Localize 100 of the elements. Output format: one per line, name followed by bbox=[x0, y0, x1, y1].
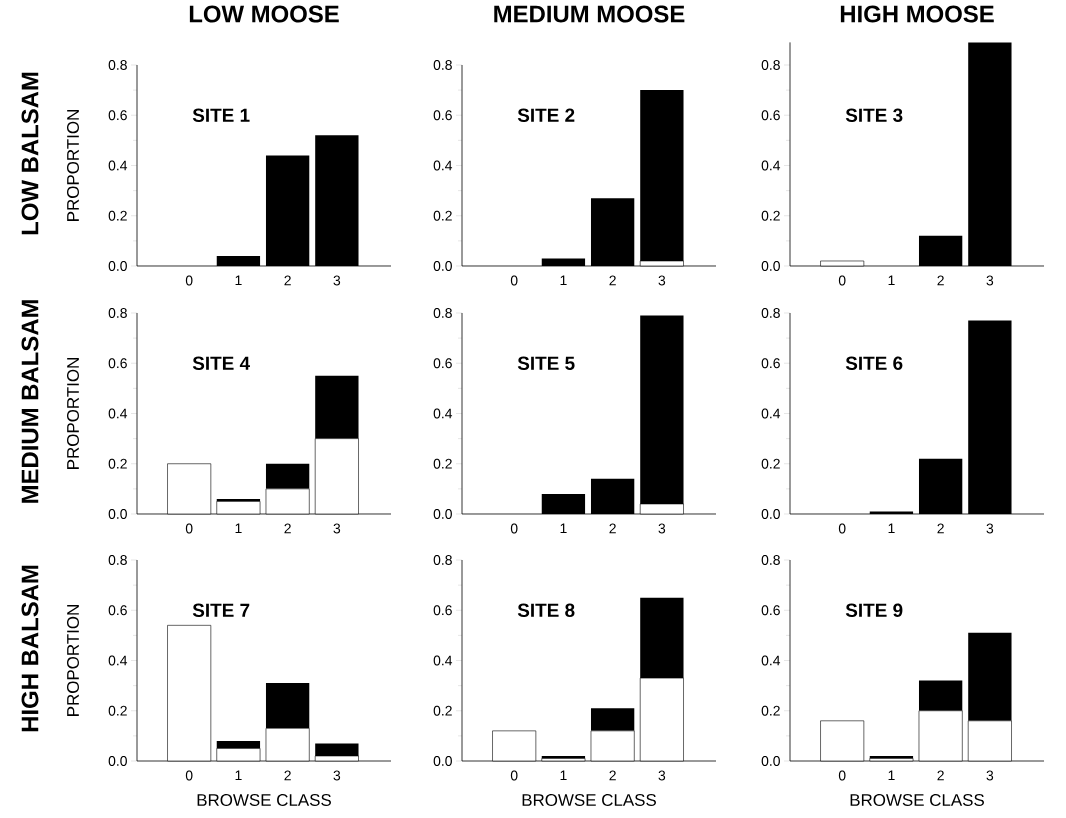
x-tick-label: 2 bbox=[937, 275, 944, 286]
y-tick-label: 0.2 bbox=[433, 705, 452, 716]
y-tick-label: 0.6 bbox=[108, 358, 127, 369]
annotation: SITE 1 bbox=[192, 108, 250, 122]
y-tick-label: 0.2 bbox=[108, 210, 127, 221]
y-tick-label: 0.0 bbox=[433, 261, 452, 271]
y-tick-label: 0.4 bbox=[761, 408, 781, 419]
x-tick-label: 0 bbox=[838, 275, 846, 286]
y-tick-label: 0.4 bbox=[108, 655, 128, 666]
y-tick-label: 0.0 bbox=[108, 756, 127, 766]
y-tick-label: 0.2 bbox=[761, 705, 780, 716]
x-tick-label: 2 bbox=[609, 275, 616, 286]
y-tick-label: 0.8 bbox=[761, 555, 780, 565]
y-tick-label: 0.2 bbox=[433, 458, 452, 469]
x-tick-label: 0 bbox=[510, 275, 518, 286]
y-tick-label: 0.0 bbox=[761, 509, 780, 519]
y-axis-title: PROPORTION bbox=[66, 605, 79, 716]
x-tick-label: 1 bbox=[235, 275, 242, 286]
y-tick-label: 0.2 bbox=[108, 458, 127, 469]
x-tick-label: 2 bbox=[609, 770, 616, 781]
y-tick-label: 0.0 bbox=[108, 261, 127, 271]
y-tick-label: 0.2 bbox=[433, 210, 452, 221]
y-tick-label: 0.8 bbox=[761, 60, 780, 70]
y-tick-label: 0.4 bbox=[433, 160, 453, 171]
x-tick-label: 1 bbox=[235, 523, 242, 534]
y-tick-label: 0.0 bbox=[108, 509, 127, 519]
annotation: SITE 6 bbox=[845, 356, 903, 370]
x-tick-label: 0 bbox=[510, 770, 518, 781]
y-tick-label: 0.8 bbox=[108, 60, 127, 70]
y-tick-label: 0.6 bbox=[761, 358, 780, 369]
x-tick-label: 0 bbox=[510, 523, 518, 534]
y-tick-label: 0.4 bbox=[108, 160, 128, 171]
y-tick-label: 0.8 bbox=[433, 308, 452, 318]
x-tick-label: 3 bbox=[986, 770, 994, 781]
text: MEDIUM BALSAM bbox=[21, 300, 39, 503]
x-tick-label: 0 bbox=[838, 770, 846, 781]
x-axis-title: BROWSE CLASS bbox=[850, 794, 984, 806]
x-tick-label: 2 bbox=[284, 523, 291, 534]
x-tick-label: 0 bbox=[185, 275, 193, 286]
x-tick-label: 1 bbox=[888, 770, 895, 781]
x-tick-label: 2 bbox=[937, 523, 944, 534]
x-tick-label: 1 bbox=[888, 275, 895, 286]
y-tick-label: 0.4 bbox=[433, 408, 453, 419]
x-tick-label: 3 bbox=[986, 523, 994, 534]
y-tick-label: 0.0 bbox=[761, 261, 780, 271]
x-tick-label: 1 bbox=[560, 275, 567, 286]
y-tick-label: 0.4 bbox=[761, 160, 781, 171]
annotation: SITE 4 bbox=[192, 356, 250, 370]
x-tick-label: 2 bbox=[284, 770, 291, 781]
annotation: SITE 9 bbox=[845, 603, 903, 617]
x-tick-label: 3 bbox=[333, 523, 341, 534]
y-tick-label: 0.4 bbox=[761, 655, 781, 666]
x-axis-title: BROWSE CLASS bbox=[197, 794, 331, 806]
x-tick-label: 3 bbox=[658, 275, 666, 286]
y-tick-label: 0.6 bbox=[761, 605, 780, 616]
chart-title: HIGH MOOSE bbox=[840, 5, 994, 23]
y-tick-label: 0.0 bbox=[433, 509, 452, 519]
y-tick-label: 0.6 bbox=[108, 605, 127, 616]
y-tick-label: 0.2 bbox=[761, 458, 780, 469]
x-tick-label: 3 bbox=[658, 770, 666, 781]
y-axis-title: PROPORTION bbox=[66, 358, 79, 469]
y-tick-label: 0.2 bbox=[108, 705, 127, 716]
x-tick-label: 2 bbox=[609, 523, 616, 534]
y-tick-label: 0.8 bbox=[108, 308, 127, 318]
annotation: SITE 7 bbox=[192, 603, 250, 617]
y-tick-label: 0.2 bbox=[761, 210, 780, 221]
text: LOW BALSAM bbox=[21, 72, 39, 235]
x-tick-label: 1 bbox=[560, 523, 567, 534]
y-tick-label: 0.0 bbox=[433, 756, 452, 766]
text: HIGH BALSAM bbox=[21, 565, 39, 732]
y-tick-label: 0.8 bbox=[433, 60, 452, 70]
x-tick-label: 1 bbox=[560, 770, 567, 781]
y-tick-label: 0.8 bbox=[433, 555, 452, 565]
y-axis-title: PROPORTION bbox=[66, 110, 79, 221]
x-tick-label: 0 bbox=[838, 523, 846, 534]
x-tick-label: 3 bbox=[658, 523, 666, 534]
y-tick-label: 0.8 bbox=[108, 555, 127, 565]
x-tick-label: 3 bbox=[333, 770, 341, 781]
annotation: SITE 8 bbox=[517, 603, 575, 617]
x-tick-label: 0 bbox=[185, 523, 193, 534]
x-tick-label: 0 bbox=[185, 770, 193, 781]
x-tick-label: 3 bbox=[333, 275, 341, 286]
chart-title: MEDIUM MOOSE bbox=[494, 5, 685, 23]
y-tick-label: 0.6 bbox=[433, 110, 452, 121]
y-tick-label: 0.4 bbox=[433, 655, 453, 666]
y-tick-label: 0.6 bbox=[433, 605, 452, 616]
y-tick-label: 0.0 bbox=[761, 756, 780, 766]
y-tick-label: 0.6 bbox=[108, 110, 127, 121]
annotation: SITE 3 bbox=[845, 108, 903, 122]
x-tick-label: 1 bbox=[888, 523, 895, 534]
y-tick-label: 0.6 bbox=[433, 358, 452, 369]
y-tick-label: 0.8 bbox=[761, 308, 780, 318]
x-tick-label: 2 bbox=[284, 275, 291, 286]
y-tick-label: 0.6 bbox=[761, 110, 780, 121]
x-tick-label: 3 bbox=[986, 275, 994, 286]
annotation: SITE 5 bbox=[517, 356, 575, 370]
annotation: SITE 2 bbox=[517, 108, 575, 122]
x-axis-title: BROWSE CLASS bbox=[522, 794, 656, 806]
chart-title: LOW MOOSE bbox=[189, 5, 339, 23]
x-tick-label: 1 bbox=[235, 770, 242, 781]
